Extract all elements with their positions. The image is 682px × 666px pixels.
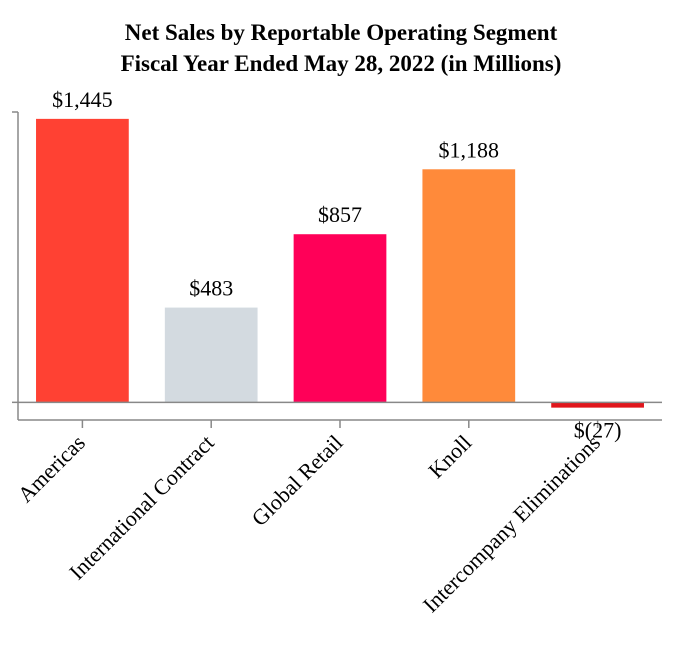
- bars-layer: [36, 118, 644, 408]
- data-label-3: $857: [318, 202, 362, 227]
- bar-2: [164, 307, 258, 403]
- x-tick-label-3: Global Retail: [246, 430, 347, 531]
- axes-layer: [12, 111, 662, 428]
- data-label-4: $1,188: [439, 137, 500, 162]
- x-tick-label-4: Knoll: [423, 430, 476, 483]
- data-label-5: $(27): [574, 418, 622, 443]
- data-label-1: $1,445: [52, 87, 113, 112]
- x-tick-label-2: International Contract: [64, 430, 219, 585]
- data-label-2: $483: [189, 276, 233, 301]
- bar-4: [422, 169, 516, 403]
- bar-1: [36, 118, 129, 403]
- x-tick-label-1: Americas: [13, 430, 90, 507]
- bar-5: [551, 402, 644, 408]
- bar-3: [293, 234, 387, 403]
- chart-subtitle: Fiscal Year Ended May 28, 2022 (in Milli…: [121, 51, 562, 76]
- chart-title: Net Sales by Reportable Operating Segmen…: [125, 20, 558, 45]
